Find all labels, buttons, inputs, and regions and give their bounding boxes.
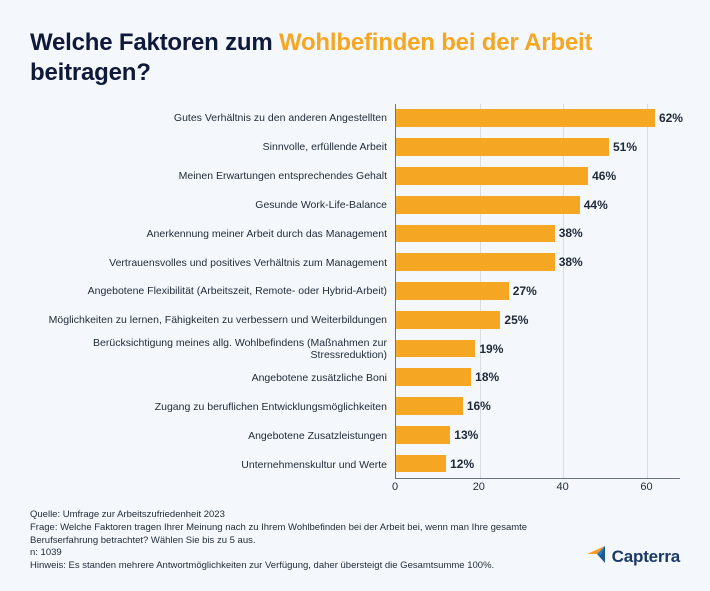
y-label: Gesunde Work-Life-Balance [30, 199, 395, 211]
bar: 19% [396, 340, 475, 358]
capterra-logo-text: Capterra [612, 547, 680, 567]
y-label-row: Angebotene zusätzliche Boni [30, 364, 395, 393]
bar: 44% [396, 196, 580, 214]
y-label-row: Anerkennung meiner Arbeit durch das Mana… [30, 219, 395, 248]
bar: 27% [396, 282, 509, 300]
bar-value-label: 13% [450, 428, 478, 442]
bar-value-label: 16% [463, 399, 491, 413]
y-label-row: Möglichkeiten zu lernen, Fähigkeiten zu … [30, 306, 395, 335]
y-label: Zugang zu beruflichen Entwicklungsmöglic… [30, 401, 395, 413]
chart-area: Gutes Verhältnis zu den anderen Angestel… [30, 104, 680, 499]
y-labels-column: Gutes Verhältnis zu den anderen Angestel… [30, 104, 395, 479]
y-label: Angebotene zusätzliche Boni [30, 372, 395, 384]
bar-row: 19% [396, 334, 680, 363]
y-label: Möglichkeiten zu lernen, Fähigkeiten zu … [30, 314, 395, 326]
title-highlight: Wohlbefinden bei der Arbeit [279, 29, 592, 56]
bar: 51% [396, 138, 609, 156]
bar: 46% [396, 167, 588, 185]
bar: 16% [396, 397, 463, 415]
title-prefix: Welche Faktoren zum [30, 29, 279, 56]
bar-value-label: 44% [580, 198, 608, 212]
footnote-source: Quelle: Umfrage zur Arbeitszufriedenheit… [30, 509, 570, 522]
y-label-row: Sinnvolle, erfüllende Arbeit [30, 133, 395, 162]
y-label-row: Angebotene Flexibilität (Arbeitszeit, Re… [30, 277, 395, 306]
bar-row: 46% [396, 162, 680, 191]
y-label-row: Zugang zu beruflichen Entwicklungsmöglic… [30, 392, 395, 421]
capterra-logo: Capterra [586, 544, 680, 573]
bar-row: 38% [396, 219, 680, 248]
capterra-arrow-icon [586, 544, 606, 569]
bar: 25% [396, 311, 500, 329]
y-label: Meinen Erwartungen entsprechendes Gehalt [30, 170, 395, 182]
bar-row: 27% [396, 277, 680, 306]
bars-column: 62%51%46%44%38%38%27%25%19%18%16%13%12% [395, 104, 680, 479]
bar: 62% [396, 109, 655, 127]
bar-row: 16% [396, 392, 680, 421]
bar-value-label: 12% [446, 457, 474, 471]
y-label: Sinnvolle, erfüllende Arbeit [30, 141, 395, 153]
y-label-row: Gutes Verhältnis zu den anderen Angestel… [30, 104, 395, 133]
y-label-row: Berücksichtigung meines allg. Wohlbefind… [30, 335, 395, 364]
y-label-row: Unternehmenskultur und Werte [30, 450, 395, 479]
bar-value-label: 51% [609, 140, 637, 154]
y-label-row: Meinen Erwartungen entsprechendes Gehalt [30, 162, 395, 191]
bar-row: 12% [396, 449, 680, 478]
bar: 12% [396, 455, 446, 473]
bar: 38% [396, 225, 555, 243]
y-label: Anerkennung meiner Arbeit durch das Mana… [30, 228, 395, 240]
x-tick-label: 40 [557, 481, 569, 493]
chart-frame: Welche Faktoren zum Wohlbefinden bei der… [0, 0, 710, 591]
bar-value-label: 38% [555, 226, 583, 240]
x-tick-label: 20 [473, 481, 485, 493]
bar-row: 18% [396, 363, 680, 392]
footnotes: Quelle: Umfrage zur Arbeitszufriedenheit… [30, 509, 570, 573]
bar-value-label: 25% [500, 313, 528, 327]
bar: 38% [396, 253, 555, 271]
y-label: Gutes Verhältnis zu den anderen Angestel… [30, 112, 395, 124]
bar-value-label: 46% [588, 169, 616, 183]
y-label-row: Gesunde Work-Life-Balance [30, 191, 395, 220]
plot: Gutes Verhältnis zu den anderen Angestel… [30, 104, 680, 479]
bar-row: 25% [396, 305, 680, 334]
bar-value-label: 62% [655, 111, 683, 125]
bar-row: 44% [396, 190, 680, 219]
bar-row: 62% [396, 104, 680, 133]
y-label-row: Angebotene Zusatzleistungen [30, 421, 395, 450]
bar-row: 38% [396, 248, 680, 277]
footer: Quelle: Umfrage zur Arbeitszufriedenheit… [30, 509, 680, 573]
y-label: Unternehmenskultur und Werte [30, 459, 395, 471]
bar-value-label: 38% [555, 255, 583, 269]
footnote-note: Hinweis: Es standen mehrere Antwortmögli… [30, 560, 570, 573]
x-tick-label: 0 [392, 481, 398, 493]
footnote-n: n: 1039 [30, 547, 570, 560]
x-axis: 0 20 40 60 [395, 479, 680, 499]
bars-container: 62%51%46%44%38%38%27%25%19%18%16%13%12% [396, 104, 680, 478]
title-suffix: beitragen? [30, 59, 151, 86]
bar-value-label: 18% [471, 370, 499, 384]
footnote-question: Frage: Welche Faktoren tragen Ihrer Mein… [30, 522, 570, 548]
bar: 18% [396, 368, 471, 386]
y-label: Vertrauensvolles und positives Verhältni… [30, 257, 395, 269]
y-label: Angebotene Flexibilität (Arbeitszeit, Re… [30, 285, 395, 297]
bar-value-label: 19% [475, 342, 503, 356]
bar-row: 13% [396, 420, 680, 449]
x-tick-label: 60 [640, 481, 652, 493]
y-label-row: Vertrauensvolles und positives Verhältni… [30, 248, 395, 277]
bar: 13% [396, 426, 450, 444]
y-label: Angebotene Zusatzleistungen [30, 430, 395, 442]
bar-value-label: 27% [509, 284, 537, 298]
y-label: Berücksichtigung meines allg. Wohlbefind… [30, 337, 395, 361]
bar-row: 51% [396, 133, 680, 162]
chart-title: Welche Faktoren zum Wohlbefinden bei der… [30, 28, 680, 88]
